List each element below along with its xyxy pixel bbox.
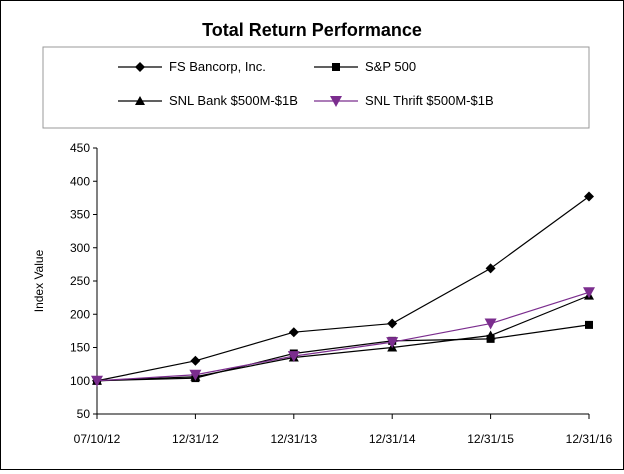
legend-marker — [135, 96, 145, 105]
series-1 — [92, 191, 594, 386]
series-3 — [92, 290, 594, 385]
data-point — [584, 191, 594, 202]
y-tick-label: 100 — [70, 374, 90, 388]
series-line — [96, 196, 590, 382]
legend-label: FS Bancorp, Inc. — [169, 59, 266, 74]
series-line — [96, 295, 590, 382]
legend-box — [42, 46, 590, 129]
data-point — [91, 375, 103, 387]
data-point — [189, 369, 202, 381]
y-tick-label: 250 — [70, 274, 90, 288]
data-point — [387, 318, 398, 329]
y-tick-label: 400 — [70, 174, 90, 188]
axes: 50 100 150 200 250 300 350 400 450 07/10/12 12/31/… — [70, 141, 613, 446]
legend-label: SNL Bank $500M-$1B — [169, 93, 298, 108]
y-tick-label: 200 — [70, 307, 90, 321]
y-tick-label: 350 — [70, 208, 90, 222]
data-point — [585, 320, 593, 329]
y-tick-label: 150 — [70, 341, 90, 355]
legend-item-1: FS Bancorp, Inc. — [118, 59, 266, 74]
series-line — [96, 291, 590, 382]
legend-item-2: S&P 500 — [314, 59, 416, 74]
chart-title: Total Return Performance — [202, 20, 422, 40]
data-point — [583, 287, 595, 299]
legend-item-3: SNL Bank $500M-$1B — [118, 93, 298, 108]
x-tick-label: 12/31/15 — [467, 432, 514, 446]
data-point — [485, 330, 496, 340]
legend-label: SNL Thrift $500M-$1B — [365, 93, 494, 108]
series-layer — [91, 191, 595, 387]
legend-marker — [330, 96, 342, 107]
x-tick-label: 12/31/12 — [172, 432, 219, 446]
y-tick-label: 50 — [77, 407, 91, 421]
data-point — [190, 355, 201, 366]
legend: FS Bancorp, Inc. S&P 500 SNL Bank $500M-$1… — [118, 59, 494, 108]
data-point — [484, 318, 497, 330]
x-tick-label: 12/31/14 — [369, 432, 416, 446]
legend-item-4: SNL Thrift $500M-$1B — [314, 93, 494, 108]
data-point — [386, 337, 399, 349]
x-tick-label: 07/10/12 — [74, 432, 121, 446]
data-point — [485, 263, 496, 274]
series-4 — [91, 287, 595, 387]
data-point — [288, 327, 299, 338]
legend-label: S&P 500 — [365, 59, 416, 74]
x-tick-label: 12/31/16 — [566, 432, 613, 446]
data-point — [287, 351, 300, 363]
y-tick-label: 300 — [70, 241, 90, 255]
x-tick-label: 12/31/13 — [270, 432, 317, 446]
y-axis-label: Index Value — [32, 249, 46, 312]
legend-marker — [332, 63, 340, 71]
legend-marker — [135, 62, 145, 72]
y-tick-label: 450 — [70, 141, 90, 155]
series-line — [96, 324, 590, 382]
